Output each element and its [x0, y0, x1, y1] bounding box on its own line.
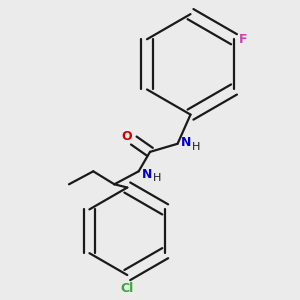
Text: H: H [153, 173, 162, 184]
Text: N: N [181, 136, 191, 149]
Text: Cl: Cl [121, 281, 134, 295]
Text: N: N [142, 168, 152, 181]
Text: H: H [192, 142, 200, 152]
Text: O: O [122, 130, 132, 143]
Text: F: F [239, 33, 248, 46]
